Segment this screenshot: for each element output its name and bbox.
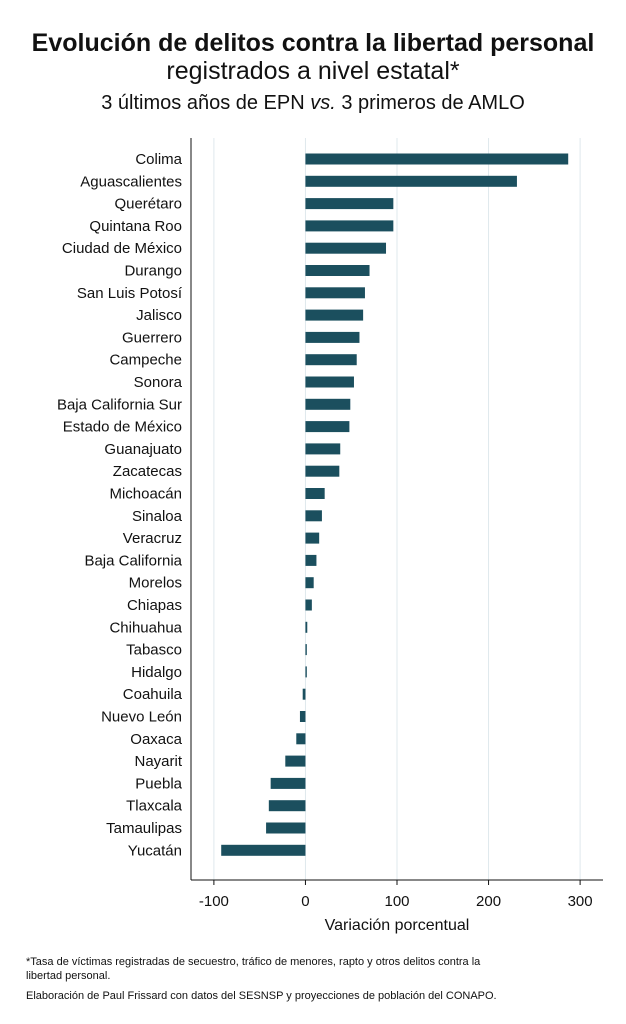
category-label: Querétaro — [114, 196, 182, 213]
bar — [302, 688, 306, 700]
category-label: Guanajuato — [104, 441, 182, 458]
bar — [296, 733, 306, 745]
bar — [305, 488, 325, 499]
category-label: Durango — [124, 263, 182, 280]
x-axis-label: Variación porcentual — [325, 917, 470, 934]
category-label: Chiapas — [127, 597, 182, 614]
title-regular: Evolución de — [31, 29, 195, 57]
bar — [305, 443, 341, 455]
category-label: Baja California Sur — [57, 396, 182, 413]
category-label: Tamaulipas — [106, 820, 182, 837]
bar — [305, 175, 517, 187]
category-label: Hidalgo — [131, 664, 182, 681]
x-tick-label: 100 — [384, 893, 409, 910]
category-label: Guerrero — [122, 329, 182, 346]
footnote-note: *Tasa de víctimas registradas de secuest… — [26, 956, 481, 982]
category-label: Oaxaca — [130, 731, 182, 748]
category-label: Campeche — [109, 352, 182, 369]
subtitle-part2: 3 primeros de AMLO — [335, 92, 525, 114]
bar — [305, 398, 351, 410]
category-label: Tabasco — [126, 642, 182, 659]
category-label: Nayarit — [134, 753, 182, 770]
bar — [305, 599, 312, 611]
footnote-credit: Elaboración de Paul Frissard con datos d… — [26, 990, 497, 1002]
category-label: Colima — [135, 151, 182, 168]
category-label: Nuevo León — [101, 709, 182, 726]
category-label: San Luis Potosí — [77, 285, 183, 302]
bar — [305, 465, 340, 477]
x-tick-label: -100 — [199, 893, 229, 910]
bar — [305, 287, 365, 299]
bar — [305, 354, 357, 366]
category-label: Baja California — [84, 552, 182, 569]
x-tick-label: 200 — [476, 893, 501, 910]
category-label: Quintana Roo — [89, 218, 182, 235]
bar — [305, 532, 320, 544]
category-label: Aguascalientes — [80, 173, 182, 190]
x-tick-label: 0 — [301, 893, 309, 910]
bar — [299, 711, 306, 722]
bar — [305, 621, 308, 633]
category-label: Morelos — [129, 575, 182, 592]
category-label: Zacatecas — [113, 463, 182, 480]
category-label: Jalisco — [136, 307, 182, 324]
bar — [305, 577, 314, 589]
bar — [305, 198, 394, 210]
bar — [305, 309, 364, 321]
bar — [305, 376, 354, 388]
bar — [305, 554, 317, 566]
bar — [266, 822, 306, 834]
bar — [305, 265, 370, 276]
chart-title-line1: Evolución de delitos contra la libertad … — [0, 28, 626, 58]
category-label: Ciudad de México — [62, 240, 182, 257]
chart-title-line2: registrados a nivel estatal* — [166, 57, 460, 85]
category-label: Estado de México — [63, 419, 182, 436]
x-tick-label: 300 — [568, 893, 593, 910]
category-label: Tlaxcala — [126, 798, 183, 815]
bar — [305, 153, 569, 165]
category-label: Sonora — [134, 374, 183, 391]
bar — [305, 220, 394, 232]
category-label: Veracruz — [123, 530, 182, 547]
bar — [305, 666, 307, 678]
bar — [270, 777, 306, 789]
category-label: Puebla — [135, 775, 182, 792]
bar — [305, 510, 322, 522]
category-label: Chihuahua — [109, 619, 182, 636]
bar — [305, 331, 360, 343]
bar — [305, 644, 307, 656]
subtitle-part1: 3 últimos años de EPN — [101, 92, 311, 114]
bar — [285, 755, 306, 767]
bar-chart: Colima Aguascalientes Querétaro Quintana Ro… — [57, 138, 603, 934]
bar — [268, 800, 306, 812]
bar — [221, 844, 306, 856]
subtitle-italic: vs. — [310, 92, 336, 114]
bar — [305, 421, 350, 433]
category-label: Coahuila — [123, 686, 183, 703]
bar — [305, 242, 387, 254]
chart-subtitle: 3 últimos años de EPN vs. 3 primeros de … — [0, 90, 626, 116]
category-label: Sinaloa — [132, 508, 183, 525]
category-label: Michoacán — [109, 486, 182, 503]
category-label: Yucatán — [128, 842, 182, 859]
title-bold: delitos contra la libertad personal — [194, 29, 595, 57]
